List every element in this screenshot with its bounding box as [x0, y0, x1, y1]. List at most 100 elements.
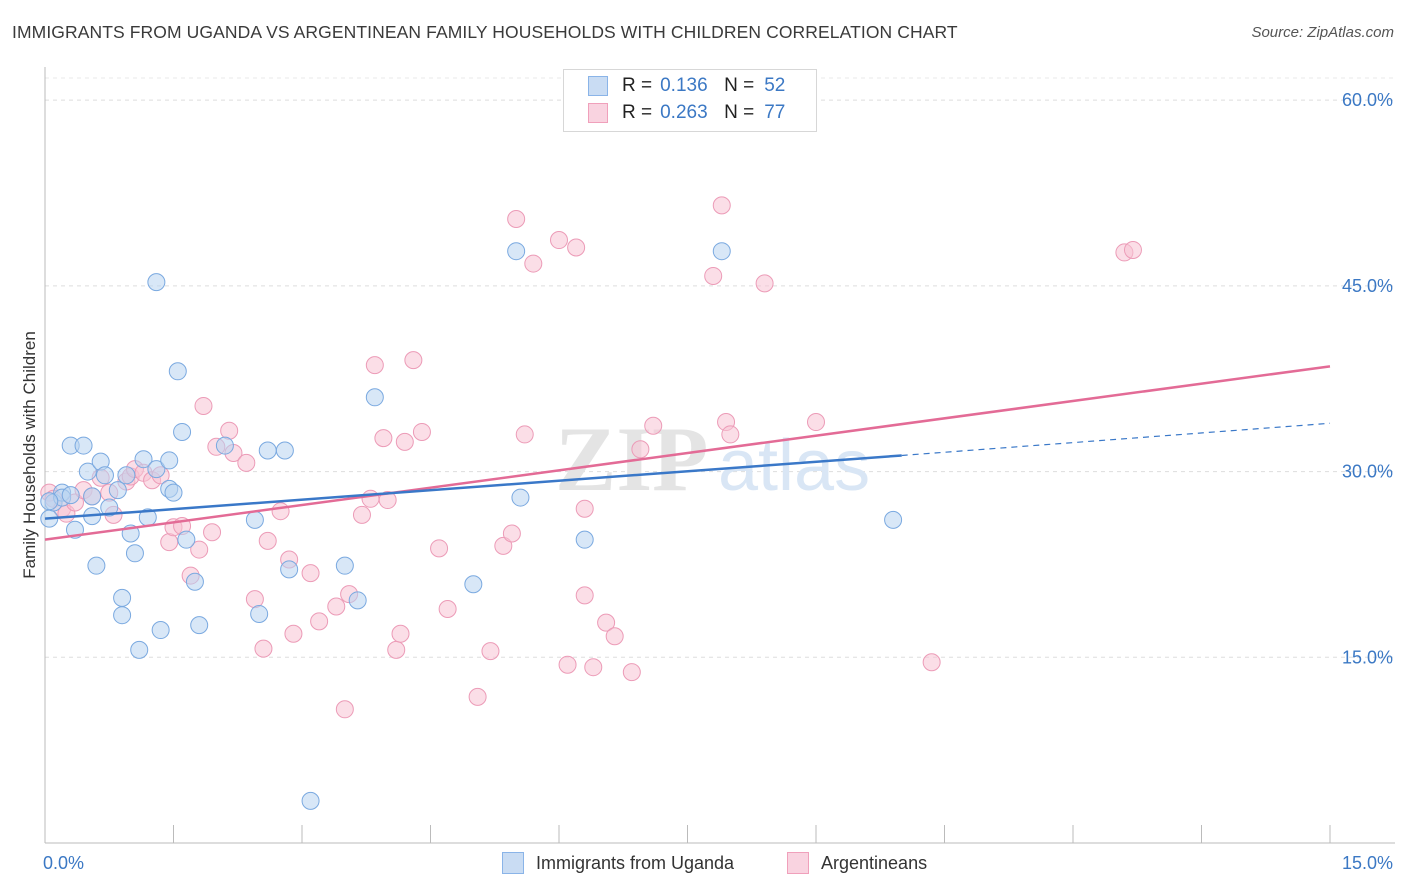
argentineans-point	[412, 422, 431, 441]
uganda-point	[134, 450, 153, 469]
argentineans-point	[515, 425, 534, 444]
argentineans-point	[378, 491, 397, 510]
n-value: 52	[764, 75, 786, 96]
legend-row-argentineans: R = 0.263 N = 77	[588, 100, 785, 126]
uganda-point	[348, 591, 367, 610]
uganda-point	[177, 530, 196, 549]
argentineans-point	[558, 655, 577, 674]
argentineans-point	[567, 238, 586, 257]
argentineans-point	[494, 536, 513, 555]
uganda-point	[147, 460, 166, 479]
uganda-point	[164, 483, 183, 502]
uganda-point	[95, 466, 114, 485]
n-label: N =	[724, 75, 755, 96]
uganda-points	[40, 242, 903, 810]
argentineans-point	[721, 425, 740, 444]
uganda-point	[100, 498, 119, 517]
argentineans-swatch	[588, 103, 608, 123]
argentineans-point	[220, 421, 239, 440]
uganda-point	[464, 575, 483, 594]
legend-label: Immigrants from Uganda	[536, 852, 735, 873]
argentineans-point	[254, 639, 273, 658]
uganda-point	[151, 621, 170, 640]
argentineans-point	[922, 653, 941, 672]
y-tick-label: 45.0%	[1342, 276, 1393, 296]
argentineans-point	[605, 627, 624, 646]
argentineans-point	[622, 663, 641, 682]
uganda-point	[113, 606, 132, 625]
uganda-point	[190, 616, 209, 635]
argentineans-point	[575, 586, 594, 605]
uganda-point	[575, 530, 594, 549]
uganda-point	[280, 560, 299, 579]
uganda-point	[185, 572, 204, 591]
uganda-point	[215, 436, 234, 455]
r-label: R =	[622, 102, 653, 123]
uganda-point	[83, 487, 102, 506]
uganda-point	[61, 486, 80, 505]
argentineans-point	[502, 524, 521, 543]
argentineans-point	[807, 413, 825, 432]
uganda-point	[168, 362, 187, 381]
watermark-zip: ZIP	[555, 408, 708, 510]
uganda-trend-extension	[901, 422, 1331, 457]
uganda-point	[130, 640, 149, 659]
uganda-point	[108, 481, 127, 500]
argentineans-point	[712, 196, 731, 215]
uganda-point	[275, 441, 294, 460]
chart-title: IMMIGRANTS FROM UGANDA VS ARGENTINEAN FA…	[12, 22, 958, 42]
argentineans-point	[430, 539, 449, 558]
argentineans-point	[507, 210, 526, 228]
uganda-point	[113, 588, 132, 607]
argentineans-point	[335, 700, 354, 719]
legend-row-uganda: R = 0.136 N = 52	[588, 73, 785, 99]
uganda-point	[173, 422, 192, 441]
uganda-point	[335, 556, 354, 575]
argentineans-point	[644, 416, 663, 435]
argentineans-point	[387, 640, 406, 659]
n-label: N =	[724, 102, 755, 123]
uganda-point	[40, 492, 59, 511]
argentineans-point	[365, 356, 384, 375]
argentineans-point	[404, 351, 423, 370]
uganda-point	[78, 462, 97, 481]
argentineans-point	[575, 499, 594, 518]
argentineans-point	[468, 687, 487, 706]
legend-item-argentineans: Argentineans	[787, 852, 927, 874]
uganda-point	[125, 544, 144, 563]
uganda-point	[147, 273, 166, 292]
uganda-point	[884, 510, 903, 529]
uganda-point	[74, 436, 93, 455]
legend-label: Argentineans	[821, 852, 928, 873]
argentineans-point	[755, 274, 774, 293]
argentineans-point	[391, 624, 410, 643]
argentineans-point	[258, 531, 277, 550]
x-tick-label-min: 0.0%	[43, 853, 84, 873]
argentineans-point	[438, 600, 457, 618]
argentineans-point	[245, 590, 264, 609]
argentineans-point	[361, 489, 380, 508]
axes	[44, 67, 1395, 844]
argentineans-point	[190, 540, 209, 559]
argentineans-point	[310, 612, 329, 631]
argentineans-point	[395, 432, 414, 451]
argentineans-point	[194, 396, 213, 415]
uganda-point	[258, 441, 277, 460]
uganda-point	[365, 388, 384, 407]
legend-item-uganda: Immigrants from Uganda	[502, 852, 734, 874]
x-tick-label-max: 15.0%	[1342, 853, 1393, 873]
argentineans-point	[284, 624, 303, 643]
n-value: 77	[764, 102, 786, 123]
argentineans-swatch	[787, 852, 809, 874]
y-tick-label: 30.0%	[1342, 462, 1393, 482]
r-value: 0.263	[660, 102, 708, 123]
argentineans-point	[631, 440, 650, 459]
source-label: Source: ZipAtlas.com	[1251, 24, 1394, 41]
legend-series: Immigrants from Uganda Argentineans	[0, 852, 1406, 878]
argentineans-point	[374, 429, 393, 448]
argentineans-point	[301, 564, 320, 583]
argentineans-trend-line	[44, 365, 1331, 541]
uganda-point	[301, 791, 320, 810]
uganda-point	[507, 242, 526, 261]
